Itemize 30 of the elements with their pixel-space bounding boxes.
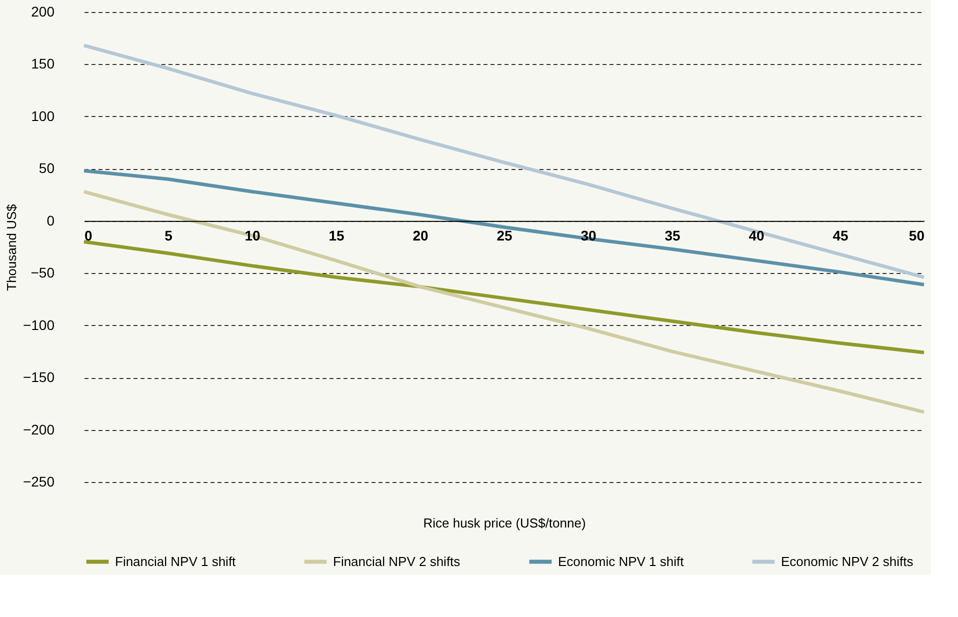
x-tick-label: 0 xyxy=(84,227,92,244)
y-tick-label: −150 xyxy=(22,369,55,386)
x-tick-label: 15 xyxy=(328,227,344,244)
x-tick-label: 20 xyxy=(412,227,428,244)
x-tick-label: 45 xyxy=(832,227,848,244)
y-tick-label: −50 xyxy=(30,264,55,281)
legend-label: Economic NPV 2 shifts xyxy=(781,554,914,569)
legend-label: Economic NPV 1 shift xyxy=(558,554,684,569)
y-axis-title: Thousand US$ xyxy=(4,203,19,291)
y-tick-label: 0 xyxy=(46,212,55,228)
x-tick-label: 5 xyxy=(164,227,173,244)
y-tick-label: 100 xyxy=(31,108,55,124)
x-axis-title: Rice husk price (US$/tonne) xyxy=(423,516,586,530)
x-tick-label: 50 xyxy=(908,227,925,244)
line-series xyxy=(82,190,926,414)
x-tick-label: 40 xyxy=(748,227,764,244)
y-tick-label: −100 xyxy=(22,316,55,333)
legend-label: Financial NPV 2 shifts xyxy=(333,554,461,569)
y-tick-label: 200 xyxy=(31,4,55,20)
y-tick-label: −200 xyxy=(22,421,55,438)
x-tick-label: 25 xyxy=(496,227,512,244)
x-tick-label: 35 xyxy=(664,227,680,244)
line-series xyxy=(82,169,926,286)
y-tick-label: −250 xyxy=(22,474,55,490)
x-tick-label: 10 xyxy=(244,227,260,244)
line-series xyxy=(82,44,926,280)
legend-label: Financial NPV 1 shift xyxy=(115,554,236,569)
line-series xyxy=(82,240,926,354)
y-tick-label: 150 xyxy=(31,56,55,72)
y-tick-label: 50 xyxy=(38,160,55,176)
